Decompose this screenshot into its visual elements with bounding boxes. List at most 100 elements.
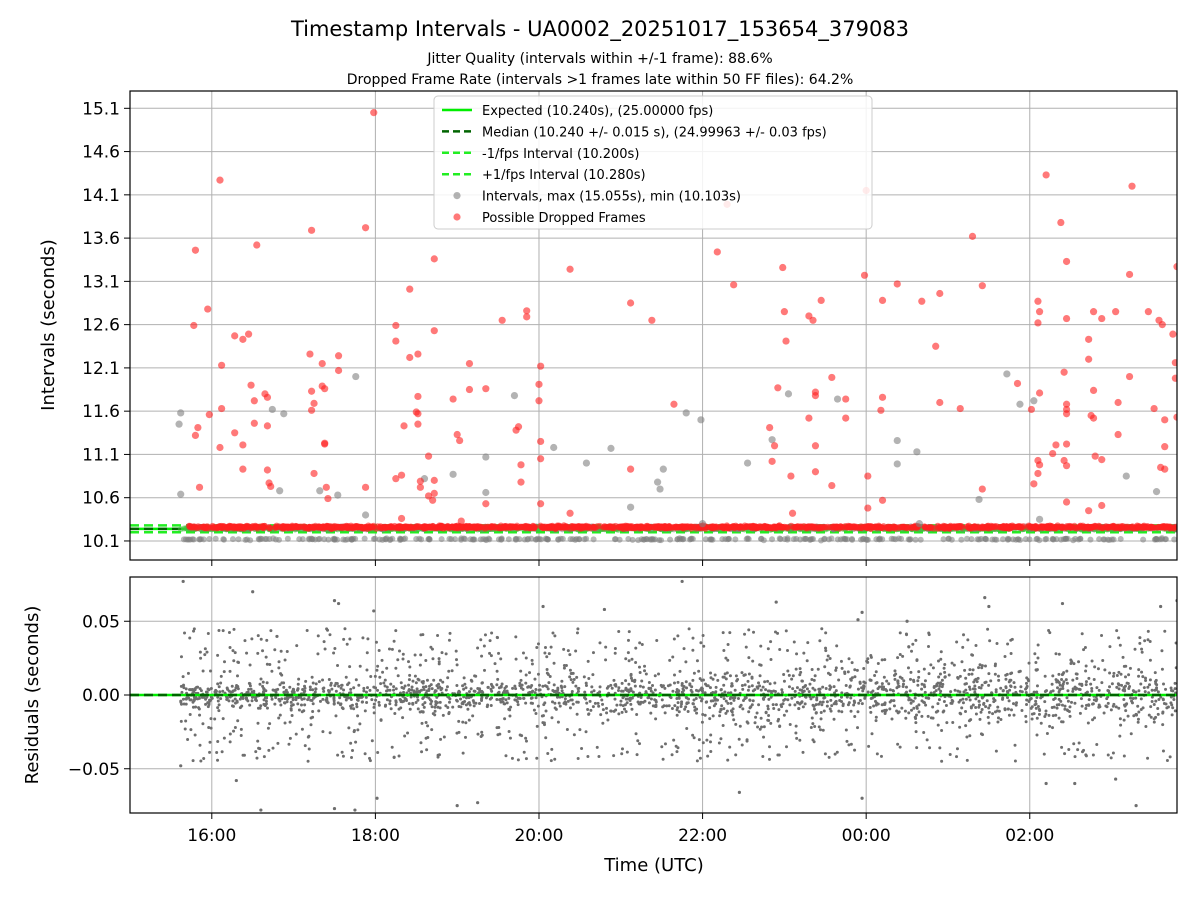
- residual-point: [1144, 676, 1148, 680]
- residual-point: [695, 659, 699, 663]
- residual-point: [614, 708, 618, 712]
- dropped-frame-point: [1034, 319, 1042, 327]
- residual-point: [322, 686, 326, 690]
- residual-point: [1129, 696, 1133, 700]
- residual-point: [264, 689, 268, 693]
- residual-point: [421, 710, 425, 714]
- residual-point: [1153, 688, 1157, 692]
- dropped-frame-point: [517, 478, 525, 486]
- residual-point: [511, 686, 515, 690]
- residual-point: [951, 721, 955, 725]
- residual-point: [763, 680, 767, 684]
- residual-point: [1109, 708, 1113, 712]
- residual-point: [493, 662, 497, 666]
- residual-point: [913, 696, 917, 700]
- residual-point: [287, 742, 291, 746]
- residual-point: [418, 663, 422, 667]
- interval-point: [656, 485, 664, 493]
- interval-point: [244, 536, 251, 543]
- residual-point: [874, 715, 878, 719]
- residual-point: [1091, 702, 1095, 706]
- residual-point: [574, 649, 578, 653]
- dropped-frame-point: [886, 524, 893, 531]
- residual-point: [697, 749, 701, 753]
- residual-point: [1152, 717, 1156, 721]
- residual-point: [575, 675, 579, 679]
- interval-point: [212, 535, 219, 542]
- residual-point: [295, 644, 299, 648]
- residual-point: [609, 683, 613, 687]
- x-tick-label: 22:00: [678, 826, 727, 846]
- residual-point: [805, 659, 809, 663]
- residual-point: [708, 706, 712, 710]
- dropped-frame-point: [321, 385, 329, 393]
- residual-point: [1063, 707, 1067, 711]
- residual-point: [285, 649, 289, 653]
- residual-point: [849, 742, 853, 746]
- interval-point: [510, 391, 519, 400]
- residual-point: [425, 678, 429, 682]
- residual-point: [672, 681, 676, 685]
- residual-point: [874, 670, 878, 674]
- residual-point: [790, 677, 794, 681]
- residual-point: [640, 642, 644, 646]
- dropped-frame-point: [670, 400, 678, 408]
- residual-point: [446, 676, 450, 680]
- residual-point: [938, 684, 942, 688]
- interval-point: [175, 420, 183, 428]
- residual-point: [731, 713, 735, 717]
- dropped-frame-point: [231, 332, 239, 340]
- residual-point: [768, 745, 772, 749]
- residual-point: [382, 681, 386, 685]
- residual-point: [651, 691, 655, 695]
- residual-point: [743, 632, 747, 636]
- residual-point: [276, 741, 280, 745]
- interval-point: [964, 535, 971, 542]
- residual-point: [528, 671, 532, 675]
- residual-point: [759, 644, 763, 648]
- interval-point: [626, 503, 635, 511]
- dropped-frame-point: [1060, 368, 1068, 376]
- residual-point: [189, 688, 193, 692]
- residual-point: [721, 675, 725, 679]
- residual-point: [327, 689, 331, 693]
- residual-point: [714, 702, 718, 706]
- residual-point: [724, 711, 728, 715]
- interval-point: [352, 372, 360, 381]
- residual-point: [824, 687, 828, 691]
- residual-point: [1084, 707, 1088, 711]
- dropped-frame-point: [1062, 440, 1071, 448]
- interval-point: [689, 535, 696, 542]
- dropped-frame-point: [718, 523, 726, 531]
- interval-point: [743, 459, 752, 467]
- interval-point: [679, 536, 686, 543]
- residual-point: [1012, 713, 1016, 717]
- residual-point: [321, 697, 325, 701]
- dropped-frame-point: [934, 522, 942, 530]
- residual-point: [1148, 658, 1152, 662]
- residual-point: [979, 710, 983, 714]
- dropped-frame-point: [805, 414, 813, 422]
- residual-point: [988, 703, 992, 707]
- interval-point: [640, 536, 647, 543]
- dropped-frame-point: [239, 441, 247, 449]
- residual-point: [536, 672, 540, 676]
- residual-point: [751, 689, 755, 693]
- residual-point: [428, 684, 432, 688]
- residual-point: [1090, 689, 1094, 693]
- residual-point: [308, 688, 312, 692]
- residual-point: [348, 696, 352, 700]
- residual-point: [832, 717, 836, 721]
- residual-point: [655, 639, 659, 643]
- residual-point: [476, 646, 480, 650]
- residual-point: [915, 713, 919, 717]
- residual-point: [1045, 732, 1049, 736]
- residual-point: [968, 698, 972, 702]
- residual-point: [936, 709, 940, 713]
- dropped-frame-point: [1062, 462, 1071, 470]
- dropped-frame-point: [302, 524, 310, 531]
- residual-point: [562, 666, 566, 670]
- residual-point: [999, 717, 1003, 721]
- residual-point: [883, 703, 887, 707]
- residual-point: [661, 757, 665, 761]
